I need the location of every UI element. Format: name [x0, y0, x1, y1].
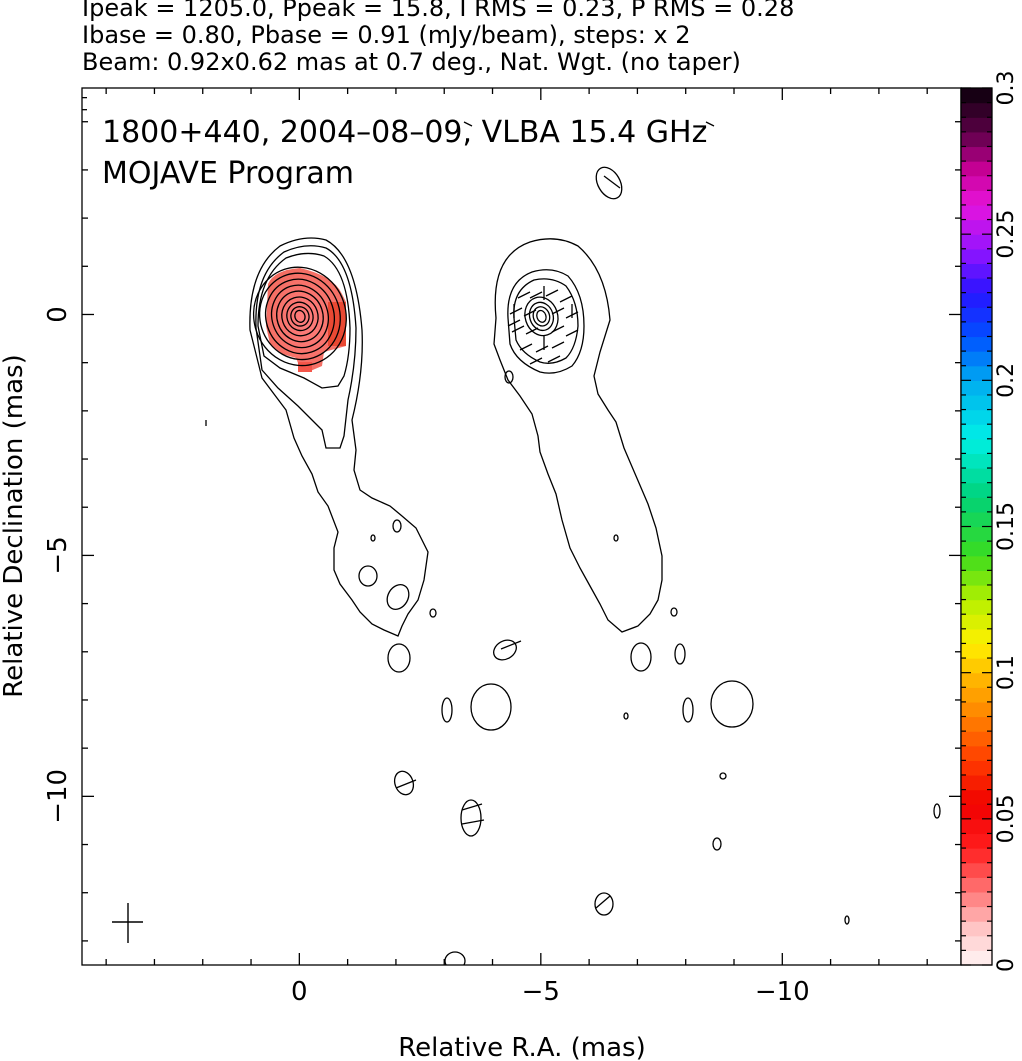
- y-tick-label: 0: [43, 306, 73, 323]
- x-axis-label: Relative R.A. (mas): [398, 1033, 645, 1061]
- right-outer-contour: [493, 238, 663, 633]
- core-contour-ring: [281, 296, 319, 337]
- colorbar-tick-label: 0.3: [994, 71, 1019, 106]
- colorbar: [961, 88, 992, 966]
- core-contour-ring: [528, 301, 555, 332]
- core-contour-ring: [532, 306, 551, 327]
- left-contour-2: [255, 245, 357, 449]
- left-jet-contours: [249, 237, 429, 637]
- x-tick-label: −5: [522, 977, 560, 1007]
- core-contour-ring: [286, 301, 314, 332]
- right-contour-2: [507, 269, 585, 374]
- x-tick-label: −10: [755, 977, 810, 1007]
- colorbar-ticks: [961, 87, 992, 966]
- core-contour-ring: [276, 290, 324, 343]
- core-contour-ring: [294, 309, 306, 323]
- colorbar-labels: 0 0.05 0.1 0.15 0.2 0.25 0.3: [994, 71, 1019, 973]
- plot-annotation-line1: 1800+440, 2004–08–09, VLBA 15.4 GHz: [102, 115, 707, 150]
- left-outer-contour: [249, 237, 429, 637]
- header-line-2: Ibase = 0.80, Pbase = 0.91 (mJy/beam), s…: [82, 21, 691, 49]
- colorbar-tick-label: 0: [994, 958, 1019, 972]
- left-contour-3: [257, 252, 351, 389]
- core-contour-ring: [252, 266, 347, 367]
- y-tick-label: −10: [43, 769, 73, 824]
- x-tick-label: 0: [291, 977, 308, 1007]
- plot-annotation-line2: MOJAVE Program: [102, 156, 354, 191]
- colorbar-tick-label: 0.25: [994, 210, 1019, 259]
- colorbar-tick-label: 0.15: [994, 502, 1019, 551]
- beam-marker: [112, 903, 143, 943]
- y-axis-label: Relative Declination (mas): [0, 354, 29, 697]
- left-core-rings: [252, 266, 347, 367]
- colorbar-tick-label: 0.05: [994, 794, 1019, 843]
- header-line-3: Beam: 0.92x0.62 mas at 0.7 deg., Nat. Wg…: [82, 48, 741, 76]
- right-core-rings: [524, 296, 559, 337]
- core-contour-ring: [290, 306, 310, 327]
- core-contour-ring: [264, 278, 335, 355]
- header-line-1: Ipeak = 1205.0, Ppeak = 15.8, I RMS = 0.…: [82, 0, 795, 22]
- x-tick-labels: 0 −5 −10: [291, 977, 810, 1007]
- y-tick-labels: 0 −5 −10: [43, 306, 73, 824]
- core-contour-ring: [258, 272, 341, 361]
- axis-ticks: [82, 88, 961, 965]
- right-contour-3: [513, 278, 579, 364]
- y-tick-label: −5: [43, 536, 73, 574]
- right-jet-contours: [493, 238, 663, 633]
- colorbar-tick-label: 0.2: [994, 363, 1019, 398]
- noise-contours: [205, 121, 941, 965]
- colorbar-tick-label: 0.1: [994, 655, 1019, 690]
- evpa-ticks: [395, 175, 621, 909]
- plot-frame: [81, 87, 962, 966]
- core-contour-ring: [270, 284, 329, 349]
- core-contour-ring: [536, 309, 547, 323]
- contour-layer: [205, 121, 941, 965]
- core-contour-ring: [524, 296, 559, 337]
